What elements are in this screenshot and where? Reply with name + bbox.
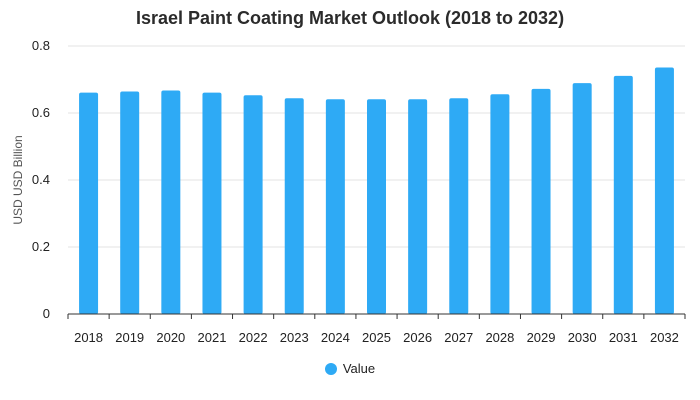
bar-2032 bbox=[654, 67, 674, 314]
bar-2026 bbox=[408, 99, 428, 314]
y-tick-label-2: 0.4 bbox=[32, 172, 50, 187]
bar-2024 bbox=[325, 99, 345, 314]
y-tick-label-3: 0.6 bbox=[32, 105, 50, 120]
x-tick-label-2032: 2032 bbox=[650, 330, 679, 345]
x-tick-label-2027: 2027 bbox=[444, 330, 473, 345]
legend-label-value: Value bbox=[342, 361, 376, 376]
x-tick-label-2022: 2022 bbox=[239, 330, 268, 345]
x-tick-label-2023: 2023 bbox=[280, 330, 309, 345]
x-tick-label-2029: 2029 bbox=[527, 330, 556, 345]
bar-2019 bbox=[120, 91, 140, 314]
bar-2028 bbox=[490, 94, 510, 315]
x-tick-label-2026: 2026 bbox=[403, 330, 432, 345]
y-axis-title: USD USD Billion bbox=[11, 135, 25, 224]
x-tick-label-2020: 2020 bbox=[156, 330, 185, 345]
x-tick-label-2031: 2031 bbox=[609, 330, 638, 345]
bar-2020 bbox=[161, 90, 181, 315]
legend-swatch-value bbox=[324, 362, 337, 375]
y-tick-label-1: 0.2 bbox=[32, 239, 50, 254]
bar-2018 bbox=[79, 92, 99, 314]
x-tick-label-2018: 2018 bbox=[74, 330, 103, 345]
bar-2030 bbox=[572, 83, 592, 314]
x-tick-label-2021: 2021 bbox=[198, 330, 227, 345]
y-tick-label-0: 0 bbox=[43, 306, 50, 321]
bar-2023 bbox=[284, 98, 304, 314]
x-tick-label-2025: 2025 bbox=[362, 330, 391, 345]
axes: 0 0.2 0.4 0.6 0.8 2018 2019 2020 2021 2022 2023 202… bbox=[32, 38, 686, 345]
bar-2021 bbox=[202, 92, 222, 314]
y-tick-label-4: 0.8 bbox=[32, 38, 50, 53]
legend: Value bbox=[0, 361, 700, 376]
x-tick-label-2030: 2030 bbox=[568, 330, 597, 345]
x-tick-label-2028: 2028 bbox=[485, 330, 514, 345]
x-tick-label-2019: 2019 bbox=[115, 330, 144, 345]
bar-2022 bbox=[243, 95, 263, 315]
bar-2027 bbox=[449, 98, 469, 314]
x-tick-label-2024: 2024 bbox=[321, 330, 350, 345]
bar-2025 bbox=[367, 99, 386, 314]
bars bbox=[79, 67, 674, 315]
chart-title: Israel Paint Coating Market Outlook (201… bbox=[135, 8, 565, 28]
bar-2029 bbox=[531, 88, 551, 314]
bar-2031 bbox=[613, 75, 633, 314]
